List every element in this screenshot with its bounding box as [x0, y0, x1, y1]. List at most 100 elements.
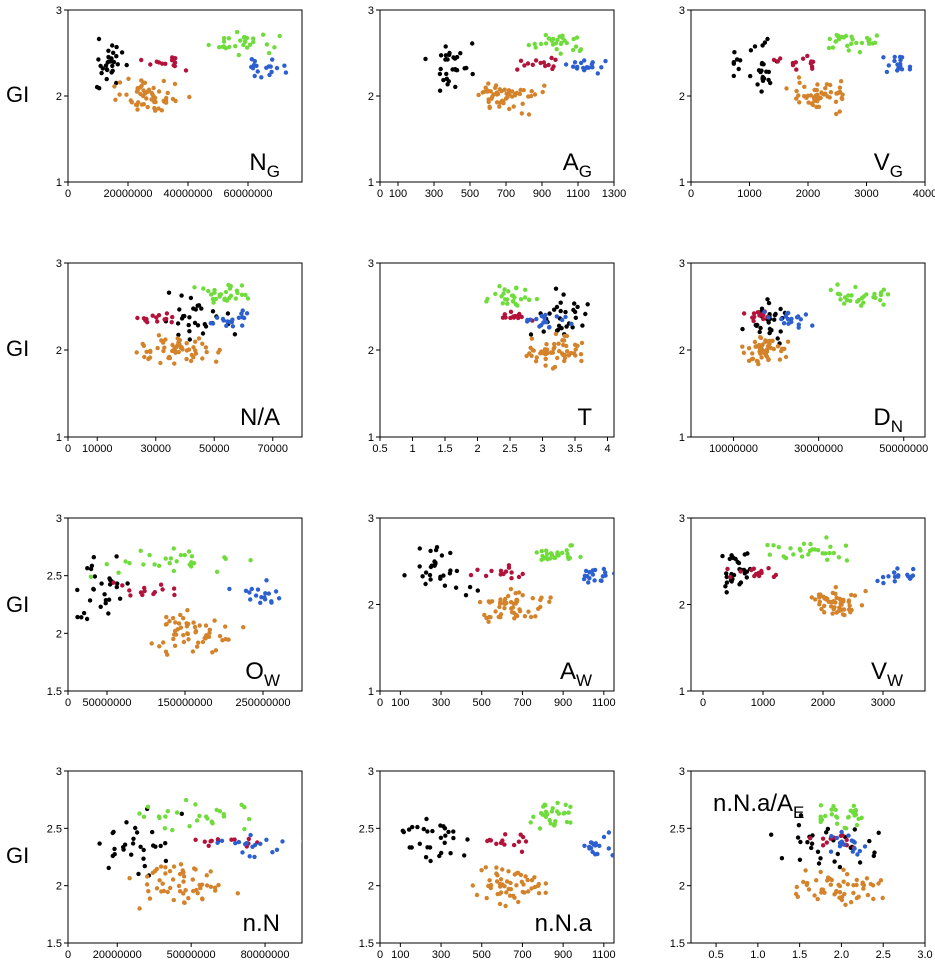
- point-black: [570, 325, 575, 330]
- point-red: [808, 836, 813, 841]
- point-orange: [504, 879, 510, 884]
- point-black: [769, 832, 774, 837]
- point-orange: [161, 348, 166, 354]
- panel-label: AG: [563, 149, 592, 181]
- x-tick-label: 3: [539, 443, 545, 455]
- point-black: [451, 829, 456, 834]
- point-green: [543, 32, 548, 38]
- point-orange: [214, 359, 219, 364]
- point-green: [546, 36, 551, 41]
- point-green: [116, 570, 121, 575]
- point-orange: [192, 624, 198, 630]
- panel-label-main: N: [249, 149, 266, 176]
- point-green: [209, 292, 214, 297]
- point-black: [98, 63, 103, 69]
- point-orange: [530, 596, 535, 601]
- point-black: [438, 53, 444, 58]
- y-tick-label: 3: [56, 5, 62, 17]
- point-blue: [582, 843, 587, 848]
- point-green: [568, 804, 573, 809]
- point-blue: [803, 312, 809, 317]
- point-blue: [230, 324, 236, 329]
- point-green: [171, 568, 177, 574]
- point-green: [187, 824, 192, 829]
- point-green: [239, 802, 244, 807]
- point-black: [835, 851, 840, 857]
- point-orange: [500, 882, 505, 887]
- points: [75, 546, 282, 657]
- point-orange: [768, 345, 773, 351]
- point-orange: [204, 633, 209, 638]
- point-blue: [606, 846, 611, 851]
- point-green: [211, 300, 216, 305]
- panel-7: 0 50000000 150000000 250000000 1.5 2 2.5 3 OW: [47, 513, 303, 709]
- point-blue: [546, 325, 552, 330]
- point-orange: [126, 76, 131, 82]
- point-black: [583, 311, 588, 317]
- point-black: [425, 845, 430, 850]
- point-green: [874, 33, 880, 38]
- plot-frame: [379, 770, 615, 944]
- point-orange: [551, 346, 556, 351]
- point-green: [801, 541, 807, 546]
- point-orange: [514, 883, 519, 888]
- point-black: [439, 850, 444, 856]
- point-orange: [486, 619, 491, 624]
- panel-11: 0 100 300 500 700 900 1100 1.5 2 2.5 3 n.N.a: [359, 766, 616, 961]
- point-black: [104, 76, 109, 82]
- point-green: [210, 296, 216, 302]
- point-orange: [146, 889, 151, 894]
- point-green: [186, 549, 192, 554]
- point-orange: [185, 608, 190, 613]
- point-blue: [590, 849, 595, 855]
- plot-frame: [67, 517, 303, 692]
- point-orange: [529, 878, 535, 883]
- point-red: [840, 833, 845, 838]
- point-green: [233, 296, 238, 301]
- point-green: [251, 36, 256, 41]
- point-blue: [583, 568, 589, 574]
- point-green: [511, 293, 516, 298]
- x-tick-label: 1300: [602, 188, 626, 200]
- point-green: [174, 810, 180, 815]
- point-orange: [497, 604, 502, 610]
- point-orange: [562, 333, 567, 339]
- point-red: [498, 572, 503, 577]
- point-orange: [828, 90, 834, 95]
- point-blue: [249, 57, 254, 62]
- point-orange: [523, 874, 528, 879]
- panel-8: 0 100 300 500 700 900 1100 1 2 3 AW: [368, 513, 616, 709]
- point-blue: [591, 842, 596, 847]
- point-green: [217, 809, 223, 814]
- row-label-1: GI: [6, 82, 30, 107]
- point-orange: [544, 347, 550, 352]
- points: [423, 32, 608, 117]
- point-orange: [865, 892, 871, 898]
- point-orange: [172, 81, 178, 87]
- point-green: [558, 51, 563, 56]
- point-red: [809, 59, 814, 64]
- point-black: [798, 813, 804, 818]
- point-orange: [846, 598, 852, 603]
- point-red: [549, 55, 554, 61]
- point-orange: [840, 96, 845, 102]
- x-tick-label: 50000000: [879, 443, 928, 455]
- point-black: [563, 309, 568, 315]
- point-orange: [802, 84, 807, 90]
- point-blue: [233, 841, 238, 846]
- point-orange: [818, 869, 823, 875]
- y-tick-label: 1: [679, 686, 685, 698]
- point-green: [533, 45, 538, 50]
- point-red: [158, 582, 164, 587]
- x-tick-label: 100: [389, 188, 407, 200]
- point-black: [110, 68, 115, 74]
- point-orange: [508, 880, 513, 886]
- panel-label: VG: [874, 149, 903, 181]
- point-green: [567, 555, 573, 561]
- point-orange: [797, 80, 802, 86]
- point-green: [534, 550, 539, 555]
- point-green: [227, 286, 233, 291]
- point-orange: [752, 339, 758, 345]
- point-green: [556, 553, 561, 558]
- panel-label-main: V: [874, 149, 890, 176]
